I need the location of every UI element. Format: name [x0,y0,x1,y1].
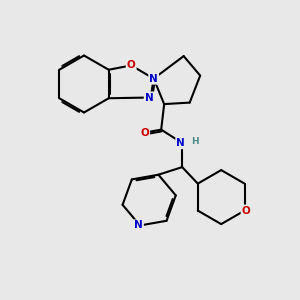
Text: H: H [191,137,199,146]
Text: N: N [134,220,143,230]
Text: O: O [127,60,136,70]
Text: N: N [149,74,158,84]
Text: O: O [140,128,149,138]
Text: N: N [145,92,154,103]
Text: N: N [176,138,185,148]
Text: O: O [242,206,250,216]
